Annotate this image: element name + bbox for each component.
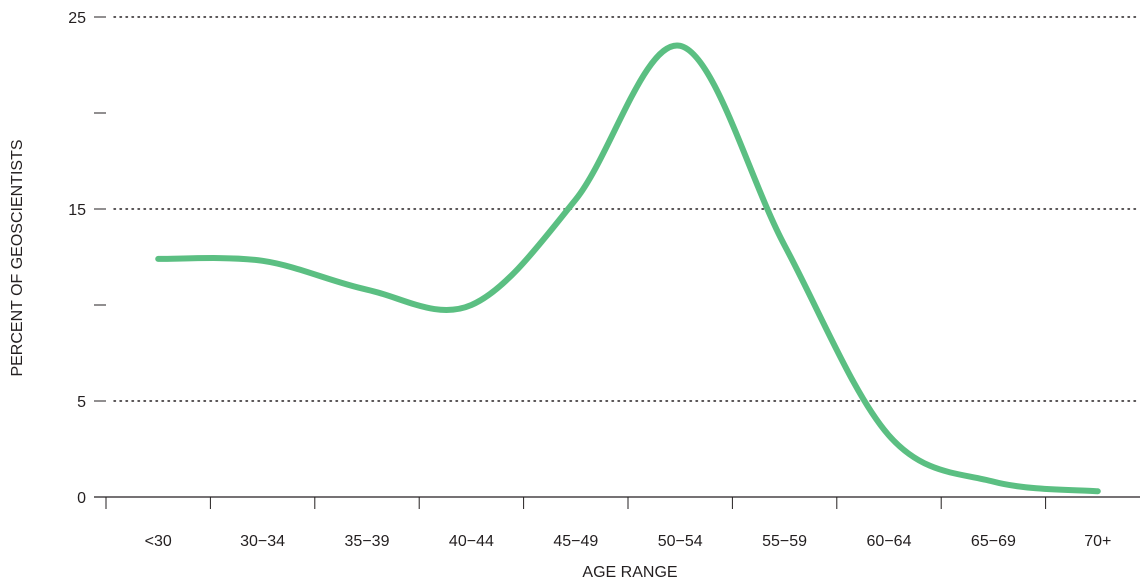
data-point-7 bbox=[886, 433, 892, 439]
x-axis-title: AGE RANGE bbox=[582, 564, 677, 581]
x-tick-label: 45−49 bbox=[553, 533, 598, 550]
data-point-1 bbox=[260, 258, 266, 264]
x-tick-label: 70+ bbox=[1084, 533, 1111, 550]
gridlines bbox=[113, 16, 1141, 402]
tick-labels: 0 5 15 25 <30 30−34 35−39 40−44 45−49 50−54 55−59 6… bbox=[68, 10, 1111, 550]
data-point-3 bbox=[468, 302, 474, 308]
data-point-2 bbox=[364, 287, 370, 293]
series-layer bbox=[155, 42, 1101, 495]
y-tick-label: 5 bbox=[77, 394, 86, 411]
x-tick-label: 55−59 bbox=[762, 533, 807, 550]
data-point-5 bbox=[677, 43, 683, 49]
axes bbox=[94, 16, 1140, 509]
data-point-0 bbox=[155, 256, 161, 262]
data-point-8 bbox=[990, 479, 996, 485]
x-tick-label: 40−44 bbox=[449, 533, 494, 550]
y-tick-label: 0 bbox=[77, 490, 86, 507]
y-axis-title: PERCENT OF GEOSCIENTISTS bbox=[9, 139, 26, 376]
data-point-4 bbox=[573, 196, 579, 202]
x-tick-label: 60−64 bbox=[867, 533, 912, 550]
y-tick-label: 15 bbox=[68, 202, 86, 219]
x-tick-label: 50−54 bbox=[658, 533, 703, 550]
x-tick-label: 30−34 bbox=[240, 533, 285, 550]
data-point-9 bbox=[1095, 488, 1101, 494]
series-line bbox=[155, 42, 1101, 495]
y-tick-label: 25 bbox=[68, 10, 86, 27]
x-tick-label: <30 bbox=[145, 533, 172, 550]
x-tick-label: 65−69 bbox=[971, 533, 1016, 550]
data-point-6 bbox=[782, 242, 788, 248]
x-tick-label: 35−39 bbox=[345, 533, 390, 550]
